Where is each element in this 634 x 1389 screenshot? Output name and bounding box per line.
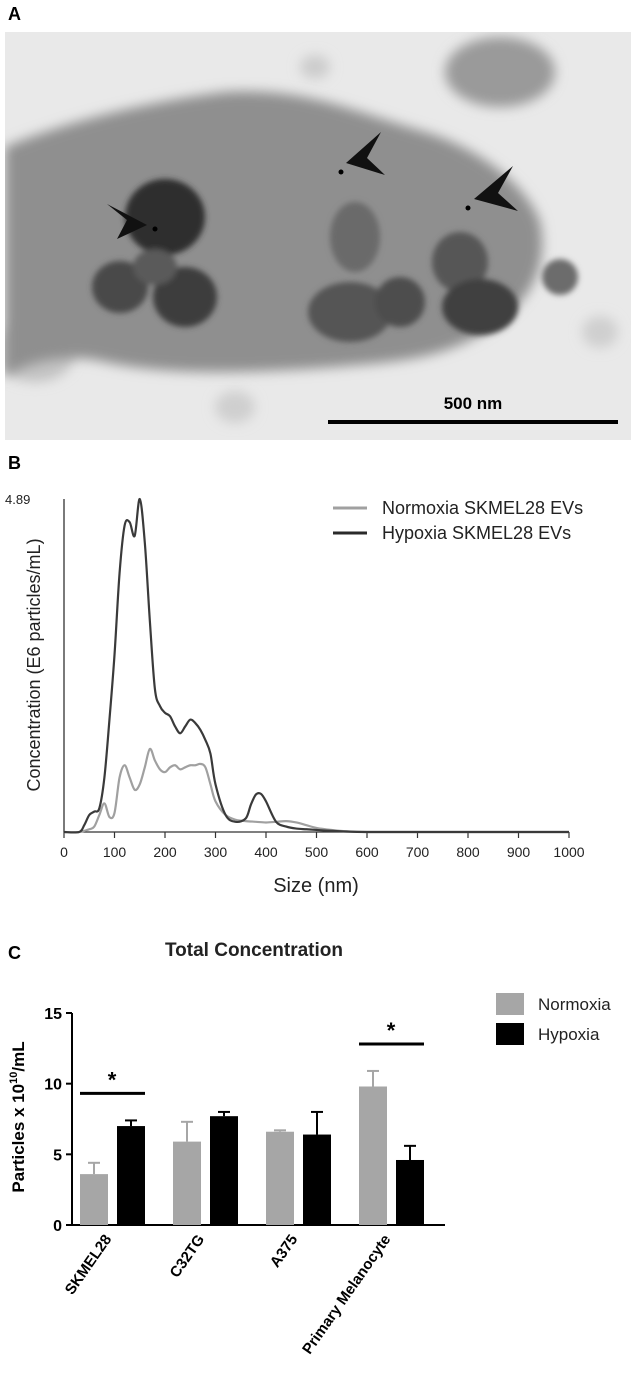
panel-label-b: B xyxy=(8,453,21,473)
micrograph-image xyxy=(5,32,631,440)
x-tick-label: 900 xyxy=(507,844,531,860)
x-tick-label: 1000 xyxy=(553,844,584,860)
legend-label-hypoxia: Hypoxia xyxy=(538,1025,600,1044)
bar-normoxia xyxy=(359,1086,387,1225)
arrowhead-icon xyxy=(474,166,518,211)
x-tick-label: 0 xyxy=(60,844,68,860)
x-tick-label: 300 xyxy=(204,844,228,860)
arrowhead-icon xyxy=(107,204,147,239)
x-tick-label: 400 xyxy=(254,844,278,860)
arrowhead-icon xyxy=(346,132,385,175)
bar-hypoxia xyxy=(210,1116,238,1225)
x-tick-label: 600 xyxy=(355,844,379,860)
series-line-normoxia xyxy=(63,747,569,834)
bar-normoxia xyxy=(80,1174,108,1225)
panel-label-c: C xyxy=(8,943,21,963)
scale-bar-label: 500 nm xyxy=(443,394,503,413)
bar-hypoxia xyxy=(117,1126,145,1225)
significance-label: * xyxy=(108,1067,117,1092)
bar-normoxia xyxy=(266,1131,294,1225)
bar-hypoxia xyxy=(303,1134,331,1225)
y-tick-label: 10 xyxy=(44,1077,62,1094)
y-axis-label: Concentration (E6 particles/mL) xyxy=(24,538,44,791)
legend-swatch-hypoxia xyxy=(496,1023,524,1045)
y-tick-label: 15 xyxy=(44,1006,62,1023)
legend-label-normoxia: Normoxia SKMEL28 EVs xyxy=(382,498,583,518)
x-tick-label: 500 xyxy=(305,844,329,860)
x-tick-label: Primary Melanocyte xyxy=(299,1232,394,1358)
total-concentration-chart: Total Concentration Particles x 1010/mL … xyxy=(8,940,611,1358)
bar-normoxia xyxy=(173,1141,201,1225)
y-axis-label: Particles x 1010/mL xyxy=(8,1041,28,1192)
x-tick-label: 200 xyxy=(153,844,177,860)
bar-hypoxia xyxy=(396,1159,424,1225)
legend-label-hypoxia: Hypoxia SKMEL28 EVs xyxy=(382,523,571,543)
y-max-tick-label: 4.89 xyxy=(5,492,30,507)
x-tick-label: C32TG xyxy=(167,1232,209,1281)
y-tick-label: 5 xyxy=(53,1147,62,1164)
x-tick-label: 800 xyxy=(456,844,480,860)
x-tick-label: 100 xyxy=(103,844,127,860)
series-line-hypoxia xyxy=(63,497,569,834)
y-tick-label: 0 xyxy=(53,1218,62,1235)
panel-label-a: A xyxy=(8,4,21,24)
x-tick-label: A375 xyxy=(267,1232,301,1271)
legend: Normoxia Hypoxia xyxy=(496,993,611,1045)
x-tick-label: SKMEL28 xyxy=(62,1232,116,1298)
significance-label: * xyxy=(387,1018,396,1043)
legend: Normoxia SKMEL28 EVs Hypoxia SKMEL28 EVs xyxy=(333,498,583,543)
x-tick-label: 700 xyxy=(406,844,430,860)
scale-bar xyxy=(328,420,618,424)
legend-label-normoxia: Normoxia xyxy=(538,995,611,1014)
x-axis-label: Size (nm) xyxy=(273,875,359,897)
tem-micrograph: 500 nm xyxy=(5,32,631,440)
legend-swatch-normoxia xyxy=(496,993,524,1015)
size-distribution-chart: Concentration (E6 particles/mL) 4.89 0 10… xyxy=(5,492,585,897)
chart-title: Total Concentration xyxy=(165,940,343,961)
